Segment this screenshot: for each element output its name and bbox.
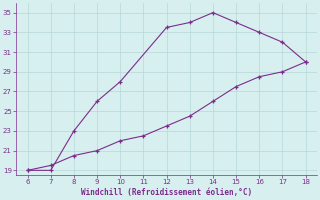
X-axis label: Windchill (Refroidissement éolien,°C): Windchill (Refroidissement éolien,°C) [81, 188, 252, 197]
